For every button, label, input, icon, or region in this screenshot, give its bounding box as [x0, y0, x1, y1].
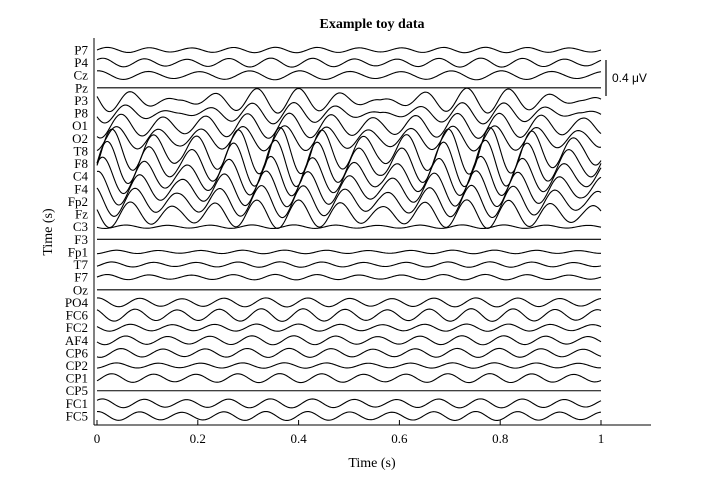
chart-title: Example toy data: [320, 17, 425, 32]
channel-label-f7: F7: [74, 270, 88, 285]
channel-label-cp1: CP1: [66, 371, 88, 386]
channel-labels: P7P4CzPzP3P8O1O2T8F8C4F4Fp2FzC3F3Fp1T7F7…: [65, 43, 89, 424]
channel-label-pz: Pz: [75, 80, 88, 95]
channel-label-f3: F3: [74, 232, 88, 247]
trace-cp6: [96, 347, 602, 358]
channel-label-o2: O2: [72, 131, 88, 146]
x-tick-label: 0.2: [190, 431, 206, 446]
trace-p3: [96, 87, 602, 114]
channel-label-c4: C4: [73, 169, 89, 184]
channel-label-cz: Cz: [74, 68, 89, 83]
scale-bar: 0.4 μV: [605, 60, 647, 96]
x-axis-label: Time (s): [348, 456, 396, 471]
scale-bar-label: 0.4 μV: [612, 71, 647, 85]
y-axis-label: Time (s): [41, 208, 56, 256]
trace-fz: [96, 199, 602, 229]
channel-label-o1: O1: [72, 118, 88, 133]
x-ticks: 0 0.2 0.4 0.6 0.8 1: [94, 420, 605, 446]
trace-p8: [96, 102, 602, 125]
channel-label-p8: P8: [74, 106, 88, 121]
channel-label-cp5: CP5: [66, 383, 88, 398]
trace-fc6: [96, 308, 602, 322]
channel-label-fp1: Fp1: [68, 244, 88, 259]
channel-label-af4: AF4: [65, 333, 89, 348]
channel-label-f4: F4: [74, 181, 88, 196]
channel-label-p3: P3: [74, 93, 88, 108]
channel-label-t8: T8: [74, 143, 88, 158]
trace-p7: [96, 46, 602, 54]
channel-label-cp6: CP6: [66, 345, 89, 360]
trace-f7: [96, 273, 602, 281]
channel-label-po4: PO4: [65, 295, 89, 310]
axes: [93, 38, 651, 426]
trace-c4: [96, 155, 602, 197]
channel-label-fz: Fz: [75, 207, 88, 222]
channel-label-f8: F8: [74, 156, 88, 171]
trace-o2: [96, 125, 602, 152]
trace-cp1: [96, 373, 602, 384]
trace-fc1: [96, 398, 602, 409]
trace-c3: [96, 224, 602, 230]
x-tick-label: 1: [598, 431, 605, 446]
trace-po4: [96, 297, 602, 308]
x-tick-label: 0.6: [391, 431, 408, 446]
channel-label-oz: Oz: [73, 282, 88, 297]
trace-fc2: [96, 323, 602, 332]
trace-cp2: [96, 362, 602, 369]
trace-f4: [96, 170, 602, 208]
x-tick-label: 0.8: [492, 431, 508, 446]
channel-label-p4: P4: [74, 55, 88, 70]
trace-fp1: [96, 249, 602, 255]
trace-p4: [96, 57, 602, 68]
trace-o1: [96, 112, 602, 139]
channel-label-fc5: FC5: [66, 408, 88, 423]
x-tick-label: 0: [94, 431, 101, 446]
trace-af4: [96, 335, 602, 346]
trace-t7: [96, 261, 602, 268]
channel-label-fc2: FC2: [66, 320, 88, 335]
channel-label-t7: T7: [74, 257, 89, 272]
trace-fp2: [96, 184, 602, 219]
x-tick-label: 0.4: [290, 431, 307, 446]
channel-label-p7: P7: [74, 43, 88, 58]
traces: [96, 46, 602, 422]
channel-label-fp2: Fp2: [68, 194, 88, 209]
channel-label-c3: C3: [73, 219, 88, 234]
trace-cz: [96, 70, 602, 81]
trace-fc5: [96, 410, 602, 422]
channel-label-cp2: CP2: [66, 358, 88, 373]
channel-label-fc1: FC1: [66, 396, 88, 411]
channel-label-fc6: FC6: [66, 308, 89, 323]
